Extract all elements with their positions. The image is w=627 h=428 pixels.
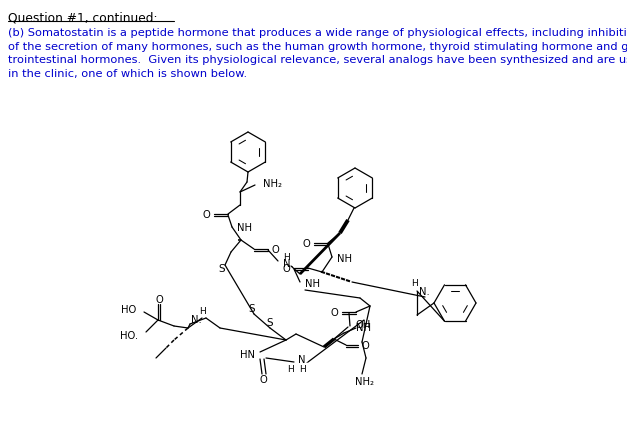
Text: •: • [237, 238, 241, 244]
Text: N.: N. [419, 287, 429, 297]
Text: NH: NH [337, 254, 352, 264]
Text: HO: HO [121, 305, 136, 315]
Text: H: H [298, 366, 305, 374]
Text: H: H [199, 307, 206, 316]
Text: in the clinic, one of which is shown below.: in the clinic, one of which is shown bel… [8, 68, 247, 78]
Text: O: O [362, 341, 370, 351]
Text: S: S [249, 304, 255, 314]
Text: O: O [155, 295, 163, 305]
Text: O: O [203, 210, 210, 220]
Text: H: H [411, 279, 418, 288]
Text: O: O [282, 264, 290, 274]
Text: NH₂: NH₂ [354, 377, 374, 387]
Text: N.: N. [191, 315, 202, 325]
Text: of the secretion of many hormones, such as the human growth hormone, thyroid sti: of the secretion of many hormones, such … [8, 42, 627, 51]
Text: NH: NH [237, 223, 252, 233]
Text: O: O [259, 375, 267, 385]
Text: S: S [219, 264, 225, 274]
Text: HO.: HO. [120, 331, 138, 341]
Text: trointestinal hormones.  Given its physiological relevance, several analogs have: trointestinal hormones. Given its physio… [8, 55, 627, 65]
Text: N.: N. [298, 355, 308, 365]
Text: O: O [330, 308, 338, 318]
Text: NH: NH [356, 323, 371, 333]
Text: S: S [266, 318, 273, 328]
Text: (b) Somatostatin is a peptide hormone that produces a wide range of physiologica: (b) Somatostatin is a peptide hormone th… [8, 28, 627, 38]
Text: NH: NH [305, 279, 320, 289]
Text: HN: HN [240, 350, 255, 360]
Text: OH: OH [356, 320, 371, 330]
Text: NH₂: NH₂ [263, 179, 282, 189]
Text: O: O [272, 245, 280, 255]
Text: Question #1, continued:: Question #1, continued: [8, 11, 157, 24]
Text: H: H [287, 366, 293, 374]
Text: O: O [302, 239, 310, 249]
Text: N.: N. [283, 259, 294, 269]
Text: H: H [283, 253, 290, 262]
